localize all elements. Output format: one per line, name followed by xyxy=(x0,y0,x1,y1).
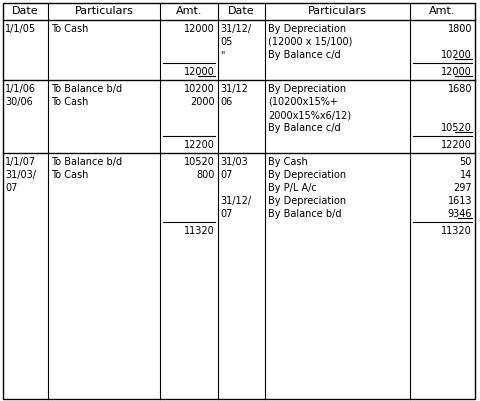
Text: 1/1/05: 1/1/05 xyxy=(5,24,36,34)
Text: 297: 297 xyxy=(454,183,472,193)
Text: By Depreciation: By Depreciation xyxy=(268,84,346,94)
Text: Amt.: Amt. xyxy=(429,6,456,16)
Text: 10200: 10200 xyxy=(184,84,215,94)
Text: To Balance b/d: To Balance b/d xyxy=(51,84,122,94)
Text: To Balance b/d: To Balance b/d xyxy=(51,157,122,167)
Text: 1/1/07: 1/1/07 xyxy=(5,157,36,167)
Text: 31/12: 31/12 xyxy=(220,84,248,94)
Text: To Cash: To Cash xyxy=(51,97,88,107)
Text: Particulars: Particulars xyxy=(74,6,133,16)
Text: 31/03/: 31/03/ xyxy=(5,170,36,180)
Text: Particulars: Particulars xyxy=(308,6,367,16)
Text: By Balance b/d: By Balance b/d xyxy=(268,209,341,219)
Text: By Depreciation: By Depreciation xyxy=(268,24,346,34)
Text: 12200: 12200 xyxy=(184,140,215,150)
Text: 10520: 10520 xyxy=(441,123,472,133)
Text: 1/1/06: 1/1/06 xyxy=(5,84,36,94)
Text: Amt.: Amt. xyxy=(176,6,202,16)
Text: 1800: 1800 xyxy=(447,24,472,34)
Text: 2000: 2000 xyxy=(191,97,215,107)
Text: By Balance c/d: By Balance c/d xyxy=(268,50,341,60)
Text: Date: Date xyxy=(228,6,255,16)
Text: ": " xyxy=(220,50,225,60)
Text: 50: 50 xyxy=(460,157,472,167)
Text: To Cash: To Cash xyxy=(51,170,88,180)
Text: 11320: 11320 xyxy=(441,226,472,236)
Text: 2000x15%x6/12): 2000x15%x6/12) xyxy=(268,110,351,120)
Text: 12000: 12000 xyxy=(184,24,215,34)
Text: (12000 x 15/100): (12000 x 15/100) xyxy=(268,37,352,47)
Text: 31/12/: 31/12/ xyxy=(220,24,251,34)
Text: 1680: 1680 xyxy=(447,84,472,94)
Text: 12000: 12000 xyxy=(184,67,215,77)
Text: 1613: 1613 xyxy=(447,196,472,206)
Text: 30/06: 30/06 xyxy=(5,97,33,107)
Text: 07: 07 xyxy=(220,209,232,219)
Text: 05: 05 xyxy=(220,37,232,47)
Text: (10200x15%+: (10200x15%+ xyxy=(268,97,338,107)
Text: 06: 06 xyxy=(220,97,232,107)
Text: By Depreciation: By Depreciation xyxy=(268,196,346,206)
Text: 14: 14 xyxy=(460,170,472,180)
Text: By Cash: By Cash xyxy=(268,157,308,167)
Text: 31/03: 31/03 xyxy=(220,157,248,167)
Text: 31/12/: 31/12/ xyxy=(220,196,251,206)
Text: To Cash: To Cash xyxy=(51,24,88,34)
Text: 12000: 12000 xyxy=(441,67,472,77)
Text: By Balance c/d: By Balance c/d xyxy=(268,123,341,133)
Text: 10200: 10200 xyxy=(441,50,472,60)
Text: 800: 800 xyxy=(197,170,215,180)
Text: Date: Date xyxy=(12,6,39,16)
Text: 9346: 9346 xyxy=(447,209,472,219)
Text: 07: 07 xyxy=(5,183,17,193)
Text: By P/L A/c: By P/L A/c xyxy=(268,183,317,193)
Text: 10520: 10520 xyxy=(184,157,215,167)
Text: By Depreciation: By Depreciation xyxy=(268,170,346,180)
Text: 12200: 12200 xyxy=(441,140,472,150)
Text: 11320: 11320 xyxy=(184,226,215,236)
Text: 07: 07 xyxy=(220,170,232,180)
